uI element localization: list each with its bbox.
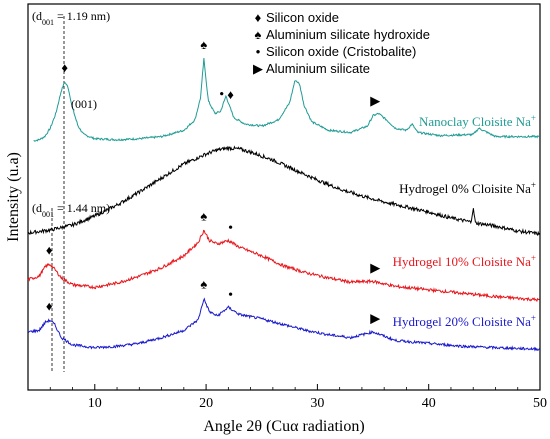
peak-marker: ♦ xyxy=(61,60,68,75)
legend: ♦ Silicon oxide ♠ Aluminium silicate hydrox… xyxy=(253,10,430,76)
x-tick-label-20: 20 xyxy=(199,396,213,411)
legend-label: Aluminium silicate xyxy=(266,61,370,76)
legend-symbol: ♦ xyxy=(255,10,262,25)
series-line-hydrogel20 xyxy=(27,297,540,352)
x-tick-label-30: 30 xyxy=(310,396,324,411)
series-line-hydrogel10 xyxy=(27,229,540,303)
peak-marker: • xyxy=(228,221,233,236)
series-label-hydrogel20: Hydrogel 20% Cloisite Na+ xyxy=(393,313,536,329)
series-label-nanoclay: Nanoclay Cloisite Na+ xyxy=(419,113,536,129)
x-tick-label-50: 50 xyxy=(533,396,547,411)
x-axis-title: Angle 2θ (Cuα radiation) xyxy=(203,418,364,435)
legend-label: Aluminium silicate hydroxide xyxy=(266,27,430,42)
legend-symbol: • xyxy=(256,44,261,59)
y-axis-title: Intensity (u.a) xyxy=(5,152,22,242)
d001-annotation-mid: (d001 = 1.44 nm) xyxy=(32,201,110,219)
series-line-hydrogel0 xyxy=(27,145,541,236)
x-tick-label-10: 10 xyxy=(88,396,102,411)
legend-symbol: ▶ xyxy=(253,61,263,76)
x-axis-ticks: 10 20 30 40 50 xyxy=(49,384,547,411)
peak-markers: ♦♠• ♦ ▶♠•♦▶♠•♦▶ xyxy=(46,37,380,326)
peak-marker: ▶ xyxy=(370,311,380,326)
peak-marker: • xyxy=(219,87,224,102)
peak-marker: ♦ xyxy=(46,243,53,258)
peak-marker: ♠ xyxy=(200,277,207,292)
peak-001-label: (001) xyxy=(71,97,97,111)
series-label-hydrogel10: Hydrogel 10% Cloisite Na+ xyxy=(393,253,536,269)
legend-label: Silicon oxide (Cristobalite) xyxy=(266,44,416,59)
peak-marker: ♠ xyxy=(200,37,207,52)
legend-label: Silicon oxide xyxy=(266,10,339,25)
series-label-hydrogel0: Hydrogel 0% Cloisite Na+ xyxy=(399,180,536,196)
peak-marker: ♦ xyxy=(227,87,234,102)
series-line-nanoclay xyxy=(33,58,541,142)
series-labels: Nanoclay Cloisite Na+ Hydrogel 0% Cloisit… xyxy=(393,113,536,329)
peak-marker: ♠ xyxy=(200,208,207,223)
legend-symbol: ♠ xyxy=(255,27,262,42)
peak-marker: ♦ xyxy=(46,299,53,314)
series-layer xyxy=(27,58,541,352)
peak-marker: ▶ xyxy=(370,260,380,275)
peak-marker: • xyxy=(228,288,233,303)
x-tick-label-40: 40 xyxy=(422,396,436,411)
peak-marker: ▶ xyxy=(370,93,380,108)
d001-annotation-top: (d001 = 1.19 nm) xyxy=(32,9,110,27)
plot-frame xyxy=(27,3,541,391)
